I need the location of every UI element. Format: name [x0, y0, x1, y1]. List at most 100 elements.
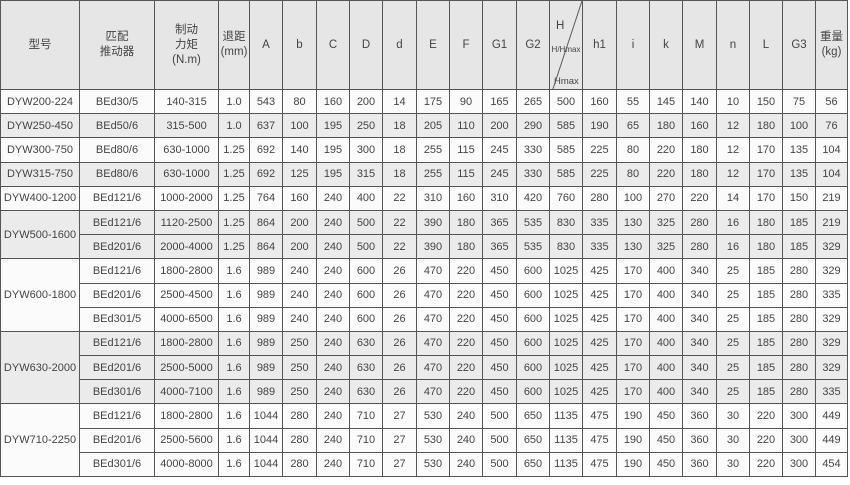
table-cell: 425 — [582, 330, 617, 357]
table-cell: 160 — [282, 185, 317, 211]
table-cell: 1135 — [549, 427, 583, 453]
table-cell: 650 — [516, 427, 550, 453]
table-cell: 650 — [516, 451, 550, 478]
model-cell: DYW200-224 — [0, 88, 80, 115]
table-cell: 195 — [316, 161, 350, 187]
table-cell: 220 — [449, 258, 483, 284]
table-cell: 989 — [249, 379, 283, 405]
table-cell: 180 — [682, 161, 717, 187]
table-cell: 100 — [782, 113, 816, 139]
table-cell: 12 — [716, 113, 750, 139]
table-cell: 240 — [316, 451, 350, 478]
table-cell: 240 — [316, 427, 350, 453]
table-cell: 185 — [749, 282, 783, 308]
table-cell: 475 — [582, 427, 617, 453]
column-header: G3 — [782, 0, 816, 90]
table-cell: 1.25 — [218, 161, 250, 187]
table-cell: 329 — [815, 330, 848, 357]
table-cell: 325 — [649, 234, 683, 260]
table-cell: 335 — [582, 234, 617, 260]
table-cell: 340 — [682, 355, 717, 381]
table-cell: 4000-6500 — [154, 306, 219, 332]
table-cell: 630 — [349, 379, 383, 405]
table-cell: 340 — [682, 306, 717, 332]
table-cell: BEd301/6 — [79, 451, 155, 478]
table-cell: 190 — [582, 113, 617, 139]
table-cell: 315-500 — [154, 113, 219, 139]
table-cell: 365 — [482, 234, 517, 260]
table-cell: 110 — [449, 113, 483, 139]
table-cell: 630 — [349, 330, 383, 357]
table-cell: 80 — [616, 161, 650, 187]
table-row: DYW300-750 BEd80/6 630-1000 1.25 692 140 195 30… — [0, 137, 848, 163]
table-cell: 280 — [782, 355, 816, 381]
column-header: 匹配 推动器 — [79, 0, 155, 90]
table-cell: 360 — [682, 427, 717, 453]
table-cell: 185 — [749, 306, 783, 332]
table-cell: 630-1000 — [154, 137, 219, 163]
table-cell: 180 — [682, 137, 717, 163]
table-cell: 185 — [749, 258, 783, 284]
table-cell: 200 — [482, 113, 517, 139]
table-cell: 989 — [249, 258, 283, 284]
table-cell: 692 — [249, 137, 283, 163]
table-cell: 26 — [382, 258, 417, 284]
table-cell: 26 — [382, 379, 417, 405]
table-cell: 265 — [516, 88, 550, 115]
column-header: G2 — [516, 0, 550, 90]
table-cell: 1044 — [249, 427, 283, 453]
table-cell: 26 — [382, 282, 417, 308]
table-cell: 600 — [516, 355, 550, 381]
table-cell: 1.25 — [218, 234, 250, 260]
table-cell: 26 — [382, 355, 417, 381]
table-cell: 710 — [349, 451, 383, 478]
column-header: k — [649, 0, 683, 90]
table-cell: 219 — [815, 185, 848, 211]
table-cell: 335 — [815, 282, 848, 308]
table-cell: 450 — [649, 427, 683, 453]
table-cell: 160 — [316, 88, 350, 115]
model-cell: DYW300-750 — [0, 137, 80, 163]
table-cell: 220 — [649, 161, 683, 187]
table-cell: 1.6 — [218, 379, 250, 405]
table-cell: 30 — [716, 451, 750, 478]
table-cell: 400 — [649, 282, 683, 308]
table-row: BEd201/6 2500-4500 1.6 989 240 240 600 26 470 220… — [1, 282, 848, 308]
table-cell: 220 — [449, 282, 483, 308]
table-cell: 600 — [516, 258, 550, 284]
table-cell: 1.6 — [218, 330, 250, 357]
table-cell: 1044 — [249, 451, 283, 478]
table-cell: 195 — [316, 137, 350, 163]
table-cell: 2500-5600 — [154, 427, 219, 453]
table-cell: 25 — [716, 379, 750, 405]
table-cell: 1.25 — [218, 137, 250, 163]
table-cell: 240 — [316, 403, 350, 429]
table-cell: 530 — [416, 427, 450, 453]
table-cell: 25 — [716, 282, 750, 308]
table-cell: 270 — [649, 185, 683, 211]
table-cell: 56 — [815, 88, 848, 115]
table-cell: 255 — [416, 161, 450, 187]
table-cell: 1135 — [549, 403, 583, 429]
table-cell: 710 — [349, 403, 383, 429]
table-cell: 18 — [382, 113, 417, 139]
table-cell: 245 — [482, 161, 517, 187]
table-cell: 220 — [749, 427, 783, 453]
table-cell: 360 — [682, 403, 717, 429]
model-cell: DYW250-450 — [0, 113, 80, 139]
table-cell: 250 — [282, 355, 317, 381]
table-cell: 130 — [616, 209, 650, 236]
table-cell: 692 — [249, 161, 283, 187]
table-cell: 600 — [516, 282, 550, 308]
table-cell: 475 — [582, 403, 617, 429]
table-cell: 425 — [582, 379, 617, 405]
table-cell: 449 — [815, 403, 848, 429]
table-cell: 135 — [782, 161, 816, 187]
column-header: 型号 — [0, 0, 80, 90]
table-cell: 1.0 — [218, 88, 250, 115]
table-cell: 280 — [282, 451, 317, 478]
table-cell: 180 — [449, 234, 483, 260]
table-cell: 325 — [649, 209, 683, 236]
table-cell: BEd201/6 — [79, 427, 155, 453]
